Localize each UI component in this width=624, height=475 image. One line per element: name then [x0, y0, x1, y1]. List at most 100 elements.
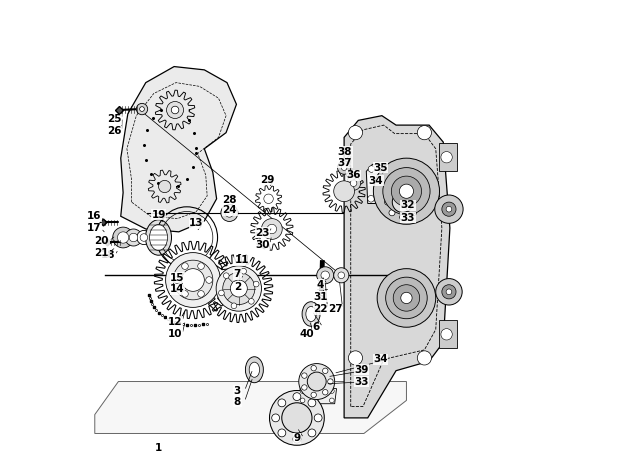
Text: 9: 9: [293, 433, 300, 443]
Circle shape: [389, 189, 395, 194]
Circle shape: [248, 298, 254, 304]
Circle shape: [267, 224, 276, 234]
Circle shape: [167, 102, 183, 118]
Ellipse shape: [302, 302, 320, 326]
Circle shape: [348, 125, 363, 140]
Circle shape: [311, 365, 316, 371]
Circle shape: [182, 291, 188, 297]
Circle shape: [308, 399, 316, 407]
Text: 6: 6: [312, 322, 319, 332]
Circle shape: [308, 429, 316, 437]
Polygon shape: [344, 116, 450, 418]
Bar: [439, 143, 457, 171]
Text: 27: 27: [328, 304, 343, 314]
Circle shape: [165, 253, 220, 307]
Ellipse shape: [245, 357, 263, 383]
Circle shape: [401, 292, 412, 304]
Circle shape: [417, 125, 431, 140]
Circle shape: [140, 234, 148, 241]
Circle shape: [314, 414, 322, 422]
Text: 20: 20: [95, 236, 109, 246]
Text: 40: 40: [299, 329, 314, 339]
Text: 39: 39: [354, 365, 369, 375]
Circle shape: [384, 199, 391, 205]
Circle shape: [441, 329, 452, 340]
Text: 37: 37: [338, 158, 353, 168]
Circle shape: [113, 227, 134, 248]
Circle shape: [282, 403, 312, 433]
Text: 32: 32: [401, 200, 415, 210]
Circle shape: [388, 197, 394, 203]
Text: 22: 22: [313, 304, 328, 314]
Circle shape: [446, 206, 452, 212]
Circle shape: [334, 268, 349, 283]
Circle shape: [411, 189, 416, 194]
Circle shape: [334, 181, 354, 201]
Circle shape: [218, 290, 224, 296]
Circle shape: [399, 184, 414, 198]
Circle shape: [300, 398, 305, 403]
Circle shape: [317, 267, 334, 284]
Circle shape: [293, 435, 301, 443]
Circle shape: [368, 166, 375, 172]
Text: 33: 33: [401, 213, 415, 223]
Text: 11: 11: [235, 255, 250, 265]
Circle shape: [338, 161, 351, 174]
Circle shape: [389, 210, 395, 216]
Circle shape: [261, 218, 282, 239]
Text: 38: 38: [338, 147, 353, 157]
Circle shape: [140, 107, 144, 112]
Circle shape: [299, 363, 334, 399]
Circle shape: [417, 351, 431, 365]
Circle shape: [301, 373, 307, 378]
Ellipse shape: [306, 306, 316, 322]
Text: 30: 30: [255, 239, 270, 249]
Circle shape: [278, 399, 286, 407]
Polygon shape: [366, 164, 397, 203]
Circle shape: [300, 389, 305, 393]
Text: 5: 5: [317, 292, 324, 302]
Text: 25: 25: [107, 114, 122, 124]
Circle shape: [399, 214, 406, 220]
Circle shape: [411, 210, 416, 216]
Text: 8: 8: [234, 397, 241, 407]
Text: 2: 2: [234, 282, 241, 292]
Text: 19: 19: [152, 210, 166, 220]
Circle shape: [136, 104, 148, 115]
Circle shape: [383, 168, 430, 215]
Text: 34: 34: [368, 176, 383, 186]
Circle shape: [173, 277, 180, 283]
Circle shape: [137, 230, 151, 245]
Text: 23: 23: [255, 228, 270, 238]
Circle shape: [377, 269, 436, 327]
Circle shape: [386, 277, 427, 319]
Text: 10: 10: [168, 329, 182, 339]
Circle shape: [253, 281, 259, 287]
Text: 24: 24: [223, 205, 237, 215]
Ellipse shape: [249, 362, 260, 377]
Text: 29: 29: [260, 175, 275, 185]
Circle shape: [311, 392, 316, 398]
Polygon shape: [299, 388, 336, 404]
Circle shape: [117, 232, 129, 243]
Text: 7: 7: [234, 269, 241, 279]
Circle shape: [198, 291, 204, 297]
Text: 33: 33: [354, 377, 369, 387]
Circle shape: [329, 389, 334, 393]
Text: 12: 12: [168, 316, 182, 326]
Circle shape: [225, 209, 233, 217]
Circle shape: [442, 202, 456, 216]
Circle shape: [341, 165, 347, 171]
Circle shape: [393, 285, 420, 311]
Circle shape: [392, 192, 413, 212]
Text: 28: 28: [223, 195, 237, 205]
Circle shape: [373, 158, 439, 224]
Text: 1: 1: [155, 443, 162, 453]
Text: 36: 36: [346, 170, 361, 180]
Circle shape: [350, 180, 357, 187]
Circle shape: [391, 176, 422, 206]
Text: 16: 16: [87, 211, 101, 221]
Text: 17: 17: [87, 223, 101, 233]
Polygon shape: [121, 66, 236, 232]
Circle shape: [198, 263, 204, 269]
